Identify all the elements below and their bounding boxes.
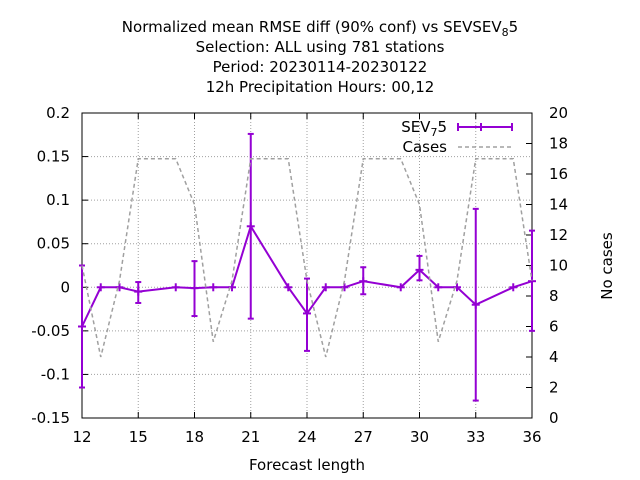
- x-tick-label: 12: [72, 428, 91, 446]
- y2-tick-label: 18: [549, 135, 568, 153]
- y-tick-label: 0.1: [46, 191, 70, 209]
- x-tick-label: 21: [241, 428, 260, 446]
- y-tick-label: -0.1: [41, 365, 70, 383]
- y2-tick-label: 10: [549, 257, 568, 275]
- y-tick-label: 0.2: [46, 104, 70, 122]
- y-tick-label: -0.15: [31, 409, 70, 427]
- x-tick-label: 18: [185, 428, 204, 446]
- y2-tick-label: 6: [549, 318, 559, 336]
- x-tick-label: 27: [354, 428, 373, 446]
- title-line: Period: 20230114-20230122: [213, 58, 428, 76]
- x-tick-label: 15: [129, 428, 148, 446]
- x-tick-label: 30: [410, 428, 429, 446]
- y2-tick-label: 14: [549, 196, 568, 214]
- y2-tick-label: 12: [549, 226, 568, 244]
- grid: [82, 113, 532, 418]
- y-tick-label: 0.05: [37, 235, 70, 253]
- y2-tick-label: 20: [549, 104, 568, 122]
- y-tick-label: -0.05: [31, 322, 70, 340]
- legend-label-cases: Cases: [402, 138, 447, 156]
- x-tick-label: 33: [466, 428, 485, 446]
- x-axis-label: Forecast length: [249, 456, 365, 474]
- axis-ticks: 12 15 18 21 24 27 30 33 360.20.150.10.050-0.05-0…: [31, 104, 568, 446]
- x-tick-label: 36: [522, 428, 541, 446]
- y-tick-label: 0: [60, 278, 70, 296]
- y-tick-label: 0.15: [37, 148, 70, 166]
- y2-tick-label: 4: [549, 348, 559, 366]
- plot-area: [78, 132, 536, 402]
- y2-tick-label: 2: [549, 379, 559, 397]
- series-line-cases: [81, 158, 533, 358]
- y2-tick-label: 0: [549, 409, 559, 427]
- y2-tick-label: 16: [549, 165, 568, 183]
- y2-axis-label: No cases: [598, 232, 616, 300]
- title-line: Normalized mean RMSE diff (90% conf) vs …: [122, 18, 518, 39]
- title-line: 12h Precipitation Hours: 00,12: [206, 78, 435, 96]
- title-line: Selection: ALL using 781 stations: [196, 38, 445, 56]
- legend-label-sev: SEV75: [401, 118, 447, 139]
- chart-title: Normalized mean RMSE diff (90% conf) vs …: [122, 18, 518, 96]
- y2-tick-label: 8: [549, 287, 559, 305]
- x-tick-label: 24: [297, 428, 316, 446]
